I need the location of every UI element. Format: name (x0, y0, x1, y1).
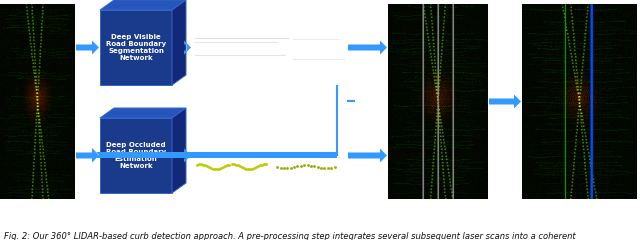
Point (193, 162, 204, 166)
Polygon shape (489, 95, 521, 108)
Point (312, 165, 323, 169)
Polygon shape (100, 118, 172, 193)
Point (210, 167, 220, 171)
Point (316, 166, 326, 170)
Point (326, 166, 337, 170)
Point (206, 166, 216, 170)
Point (235, 164, 245, 168)
Point (216, 166, 227, 170)
Point (191, 163, 202, 167)
Point (227, 162, 237, 166)
Point (330, 165, 340, 169)
Point (198, 163, 208, 167)
Point (200, 163, 210, 167)
Point (225, 163, 235, 167)
Point (230, 163, 241, 167)
Polygon shape (172, 108, 186, 193)
Point (196, 162, 206, 166)
Point (306, 164, 316, 168)
Point (222, 163, 232, 167)
Point (202, 164, 212, 168)
Point (232, 163, 243, 167)
Text: Fig. 2: Our 360° LIDAR-based curb detection approach. A pre-processing step inte: Fig. 2: Our 360° LIDAR-based curb detect… (4, 232, 575, 240)
Point (247, 167, 257, 170)
Polygon shape (92, 148, 337, 162)
Point (292, 165, 303, 168)
Point (309, 164, 319, 168)
Point (279, 166, 289, 170)
Text: Deep Occluded
Road Boundary
Estimation
Network: Deep Occluded Road Boundary Estimation N… (106, 142, 166, 169)
Point (261, 162, 271, 166)
Point (253, 164, 263, 168)
Point (296, 164, 306, 168)
Point (204, 165, 214, 169)
Point (285, 166, 296, 170)
Point (245, 167, 255, 171)
Polygon shape (76, 41, 99, 54)
Point (282, 166, 292, 170)
Point (272, 165, 282, 169)
Polygon shape (348, 149, 387, 162)
Point (289, 165, 300, 169)
Point (323, 166, 333, 170)
Point (243, 167, 253, 171)
Point (228, 162, 239, 166)
Point (249, 166, 259, 170)
Point (239, 166, 249, 170)
Polygon shape (184, 149, 191, 162)
Polygon shape (76, 149, 99, 162)
Polygon shape (100, 0, 186, 10)
Point (218, 165, 228, 169)
Polygon shape (184, 41, 191, 54)
Point (220, 164, 230, 168)
Polygon shape (348, 41, 387, 54)
Point (208, 167, 218, 170)
Polygon shape (100, 10, 172, 85)
Text: Deep Visible
Road Boundary
Segmentation
Network: Deep Visible Road Boundary Segmentation … (106, 34, 166, 61)
Point (299, 163, 309, 167)
Polygon shape (100, 108, 186, 118)
Point (255, 163, 266, 167)
Point (259, 162, 269, 166)
Point (303, 163, 313, 167)
Point (251, 165, 261, 169)
Polygon shape (172, 0, 186, 85)
Point (241, 167, 251, 171)
Point (237, 165, 247, 169)
Point (214, 167, 225, 171)
Point (212, 167, 222, 171)
Point (257, 163, 268, 167)
Point (319, 166, 330, 170)
Point (275, 166, 285, 169)
